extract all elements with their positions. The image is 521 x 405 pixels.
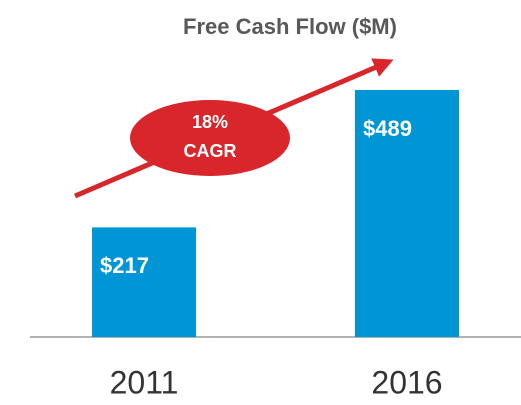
x-tick-label: 2016 bbox=[371, 364, 442, 400]
annotation: 18% bbox=[192, 112, 228, 132]
value-label: $489 bbox=[363, 116, 412, 141]
chart-title: Free Cash Flow ($M) bbox=[183, 14, 397, 39]
bar bbox=[92, 227, 196, 337]
value-label: $217 bbox=[100, 253, 149, 278]
annotation: CAGR bbox=[184, 141, 237, 161]
bars: $217 2011 $489 2016 bbox=[92, 90, 459, 400]
x-tick-label: 2011 bbox=[110, 364, 179, 400]
cagr-bubble bbox=[130, 100, 290, 176]
bar bbox=[355, 90, 459, 337]
